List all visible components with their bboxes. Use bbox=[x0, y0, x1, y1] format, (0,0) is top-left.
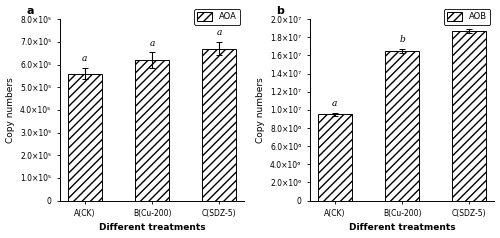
Text: a: a bbox=[216, 28, 222, 37]
X-axis label: Different treatments: Different treatments bbox=[349, 223, 456, 233]
Text: a: a bbox=[82, 55, 87, 63]
Bar bbox=[318, 114, 352, 201]
Text: b: b bbox=[399, 35, 405, 44]
Y-axis label: Copy numbers: Copy numbers bbox=[256, 77, 264, 143]
Bar bbox=[452, 31, 486, 201]
Text: a: a bbox=[332, 99, 338, 108]
Text: a: a bbox=[150, 39, 155, 48]
Bar bbox=[386, 51, 419, 201]
X-axis label: Different treatments: Different treatments bbox=[99, 223, 206, 233]
Legend: AOB: AOB bbox=[444, 9, 490, 25]
Text: c: c bbox=[467, 16, 472, 25]
Bar bbox=[68, 74, 102, 201]
Y-axis label: Copy numbers: Copy numbers bbox=[6, 77, 15, 143]
Text: b: b bbox=[276, 6, 284, 16]
Bar bbox=[136, 60, 169, 201]
Bar bbox=[202, 49, 236, 201]
Legend: AOA: AOA bbox=[194, 9, 240, 25]
Text: a: a bbox=[26, 6, 34, 16]
